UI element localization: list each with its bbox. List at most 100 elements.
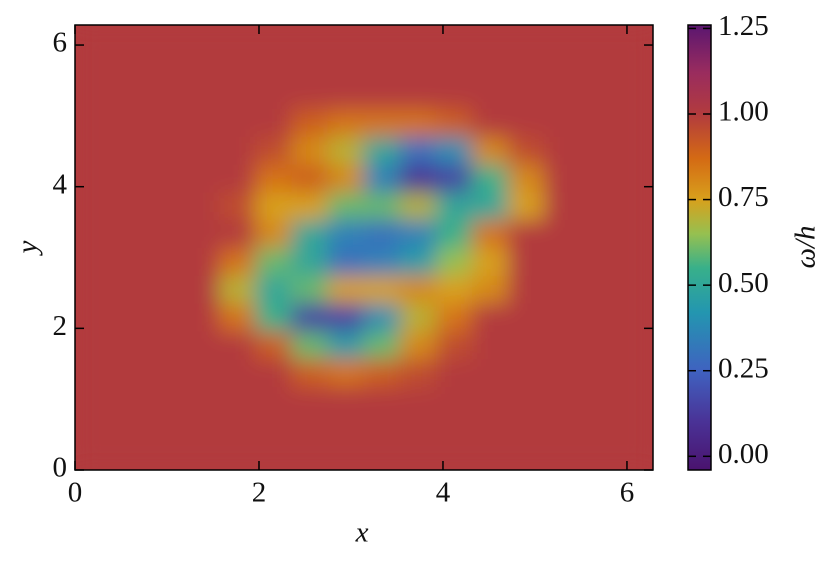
heat-cell [471,358,509,388]
heat-cell [182,358,220,388]
heat-cell [255,247,293,276]
heat-cell [291,247,329,276]
heat-cell [616,25,653,54]
heat-cell [327,413,365,443]
heat-cell [327,107,365,137]
heat-cell [580,441,618,470]
heat-cell [219,163,257,193]
heat-cell [435,358,473,388]
heat-cell [327,191,365,221]
heat-cell [363,247,401,276]
heat-cell [363,163,401,193]
heat-cell [399,52,437,82]
heat-cell [110,163,148,193]
heat-cell [544,25,582,54]
heat-cell [110,386,148,415]
heat-cell [75,302,112,332]
heat-cell [471,274,509,304]
heat-cell [75,191,112,221]
heat-cell [255,330,293,360]
heat-cell [75,274,112,304]
x-tick-label: 2 [252,477,267,509]
heat-cell [75,330,112,360]
heat-cell [508,302,546,332]
heat-cell [544,302,582,332]
heat-cell [508,274,546,304]
heat-cell [182,135,220,165]
heat-cell [399,107,437,137]
heat-cell [75,219,112,248]
heat-cell [75,52,112,82]
heat-cell [110,80,148,109]
heat-cell [75,441,112,470]
heat-cell [182,413,220,443]
heat-cell [363,191,401,221]
heat-cell [291,302,329,332]
heat-cell [616,358,653,388]
heat-cell [363,25,401,54]
heat-cell [580,386,618,415]
heat-cell [146,163,184,193]
heat-cell [544,330,582,360]
heat-cell [616,191,653,221]
colorbar-label: ω/h [790,225,822,268]
heat-cell [508,80,546,109]
heat-cell [327,302,365,332]
heat-cell [327,25,365,54]
x-tick-label: 6 [620,477,635,509]
heat-cell [146,330,184,360]
heat-cell [219,247,257,276]
heat-cell [616,441,653,470]
heat-cell [327,386,365,415]
heat-cell [580,274,618,304]
y-axis-label: y [12,240,44,256]
heat-cell [435,219,473,248]
heat-cell [363,330,401,360]
heat-cell [219,330,257,360]
heat-cell [182,386,220,415]
heat-cell [508,163,546,193]
heat-cell [182,163,220,193]
heat-cell [110,247,148,276]
heat-cell [146,80,184,109]
heat-cell [471,302,509,332]
heat-cell [399,247,437,276]
heat-cell [508,441,546,470]
heat-cell [471,80,509,109]
heat-cell [399,191,437,221]
heat-cell [110,191,148,221]
heat-cell [580,52,618,82]
heat-cell [291,413,329,443]
heat-cell [363,107,401,137]
heat-cell [399,358,437,388]
heat-cell [255,219,293,248]
heat-cell [580,330,618,360]
heat-cell [146,302,184,332]
heat-cell [580,247,618,276]
heat-cell [544,386,582,415]
heat-cell [580,107,618,137]
heat-cell [291,358,329,388]
heat-cell [363,80,401,109]
heat-cell [544,441,582,470]
heat-cell [508,413,546,443]
heat-cell [616,247,653,276]
heat-cell [544,413,582,443]
heat-cell [363,358,401,388]
heat-cell [75,25,112,54]
heat-cell [146,441,184,470]
heat-cell [435,135,473,165]
heat-cell [471,107,509,137]
heat-cell [219,25,257,54]
heat-cell [616,135,653,165]
heat-cell [544,219,582,248]
heat-cell [110,358,148,388]
heat-cell [255,274,293,304]
heat-cell [471,52,509,82]
heat-cell [182,25,220,54]
heat-cell [182,330,220,360]
y-tick-label: 6 [53,27,68,59]
heat-cell [219,386,257,415]
heat-cell [327,441,365,470]
colorbar-tick-label: 0.00 [718,438,769,470]
